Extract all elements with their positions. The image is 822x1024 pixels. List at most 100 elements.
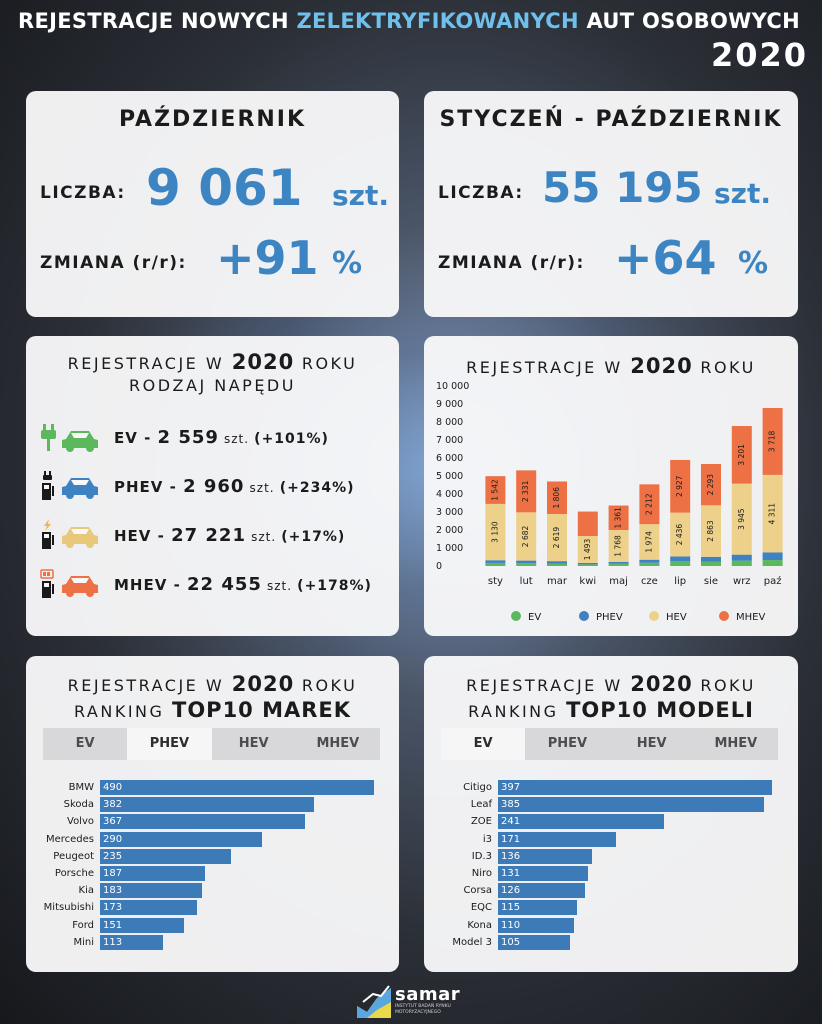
logo-subtitle: INSTYTUT BADAŃ RYNKU MOTORYZACYJNEGO — [395, 1004, 451, 1015]
drive-row-mhev: MHEV - 22 455 szt. (+178%) — [40, 567, 390, 601]
data-label: 2 863 — [706, 520, 715, 542]
bar-segment-ev — [731, 560, 752, 566]
legend-marker — [649, 611, 659, 621]
rank-value-label: 241 — [501, 816, 521, 828]
bar-segment-mhev — [577, 511, 598, 537]
page-title: REJESTRACJE NOWYCH ZELEKTRYFIKOWANYCH AU… — [18, 9, 800, 33]
rank-value-label: 187 — [103, 868, 123, 879]
tab-phev[interactable]: PHEV — [547, 736, 588, 751]
drive-unit: szt. — [267, 579, 293, 593]
drive-subtitle: RODZAJ NAPĘDU — [129, 376, 296, 395]
rank-value-label: 382 — [103, 799, 123, 811]
title-part: ROKU — [692, 676, 756, 695]
data-label: 1 361 — [614, 507, 623, 529]
change-unit: % — [332, 246, 363, 281]
rank-value-label: 235 — [103, 850, 123, 862]
drive-change: (+17%) — [281, 529, 346, 545]
rank-category-label: Mini — [73, 936, 94, 948]
x-tick-label: wrz — [733, 576, 751, 587]
rank-value-label: 131 — [501, 868, 521, 879]
rank-category-label: Corsa — [463, 885, 492, 897]
data-label: 3 201 — [737, 444, 746, 466]
y-tick-label: 8 000 — [436, 417, 463, 428]
rank-bar — [498, 814, 665, 830]
bar-segment-hev — [670, 512, 691, 557]
rank-value-label: 126 — [501, 885, 521, 897]
rank-bar — [498, 797, 764, 813]
rank-value-label: 490 — [103, 782, 123, 793]
legend-marker — [579, 611, 589, 621]
rank-category-label: ZOE — [470, 816, 492, 828]
brands-subtitle: RANKING TOP10 MAREK — [26, 698, 399, 722]
title-part: REJESTRACJE W — [67, 354, 232, 373]
y-tick-label: 5 000 — [436, 471, 463, 482]
rank-category-label: Porsche — [54, 868, 94, 879]
bolt-fuel-car-icon — [42, 519, 98, 549]
brands-title: REJESTRACJE W 2020 ROKU — [26, 672, 399, 696]
models-subtitle: RANKING TOP10 MODELI — [424, 698, 798, 722]
data-label: 2 293 — [706, 474, 715, 496]
title-highlight: ZELEKTRYFIKOWANYCH — [296, 9, 579, 33]
drive-name: PHEV — [114, 478, 164, 496]
rank-value-label: 367 — [103, 816, 123, 828]
tab-hev[interactable]: HEV — [238, 736, 269, 751]
bar-segment-hev — [731, 483, 752, 555]
bar-segment-mhev — [701, 464, 721, 506]
rank-category-label: i3 — [482, 833, 492, 845]
y-tick-label: 0 — [436, 561, 442, 572]
data-label: 3 130 — [490, 521, 499, 543]
bar-segment-ev — [516, 563, 537, 566]
x-tick-label: cze — [641, 576, 658, 587]
rank-value-label: 290 — [103, 833, 123, 845]
y-tick-label: 10 000 — [436, 381, 469, 392]
tab-ev[interactable]: EV — [441, 728, 526, 760]
rank-category-label: Peugeot — [53, 850, 94, 862]
rank-bar — [100, 900, 197, 916]
tab-hev[interactable]: HEV — [636, 736, 667, 751]
drive-value: 27 221 — [171, 525, 246, 546]
subtitle-bold: TOP10 MODELI — [566, 698, 754, 722]
count-unit: szt. — [714, 177, 771, 210]
tab-mhev[interactable]: MHEV — [316, 736, 360, 751]
data-label: 2 212 — [644, 493, 653, 515]
x-tick-label: lip — [674, 576, 686, 587]
bar-segment-hev — [639, 524, 660, 560]
brands-tab-bar: EV PHEV HEV MHEV — [43, 728, 380, 760]
data-label: 1 974 — [644, 531, 653, 553]
models-ranking-card: REJESTRACJE W 2020 ROKU RANKING TOP10 MO… — [424, 656, 798, 972]
bar-segment-ev — [485, 562, 506, 566]
tab-mhev[interactable]: MHEV — [714, 736, 758, 751]
tab-phev[interactable]: PHEV — [127, 728, 212, 760]
legend-marker — [511, 611, 521, 621]
battery-fuel-car-icon — [40, 569, 98, 598]
data-label: 1 768 — [614, 535, 623, 557]
ytd-heading: STYCZEŃ - PAŹDZIERNIK — [439, 107, 783, 132]
change-label: ZMIANA (r/r): — [438, 253, 585, 273]
drive-row-ev: EV - 2 559 szt. (+101%) — [40, 420, 390, 454]
rank-category-label: Mercedes — [45, 833, 94, 845]
data-label: 2 927 — [675, 475, 684, 497]
drive-row-hev: HEV - 27 221 szt. (+17%) — [40, 518, 390, 552]
rank-bar — [100, 866, 205, 881]
drive-name: HEV — [114, 527, 152, 545]
bar-segment-phev — [762, 552, 783, 561]
drive-name: MHEV — [114, 576, 168, 594]
drive-types-card: REJESTRACJE W 2020 ROKU RODZAJ NAPĘDU EV… — [26, 336, 399, 636]
bar-segment-mhev — [639, 484, 660, 525]
rank-bar — [100, 797, 314, 813]
rank-value-label: 110 — [501, 919, 521, 931]
bar-segment-ev — [701, 561, 721, 566]
data-label: 2 682 — [521, 526, 530, 548]
rank-value-label: 136 — [501, 850, 521, 862]
plug-car-icon — [41, 424, 98, 452]
data-label: 3 945 — [737, 508, 746, 530]
tab-ev[interactable]: EV — [75, 736, 95, 751]
legend-label: HEV — [666, 612, 687, 623]
title-part: REJESTRACJE W — [67, 676, 232, 695]
rank-bar — [100, 917, 185, 933]
y-tick-label: 2 000 — [436, 525, 463, 536]
plug-fuel-car-icon — [42, 471, 98, 500]
header: REJESTRACJE NOWYCH ZELEKTRYFIKOWANYCH AU… — [0, 0, 822, 80]
samar-logo-icon — [357, 985, 391, 1018]
rank-bar — [498, 848, 592, 864]
